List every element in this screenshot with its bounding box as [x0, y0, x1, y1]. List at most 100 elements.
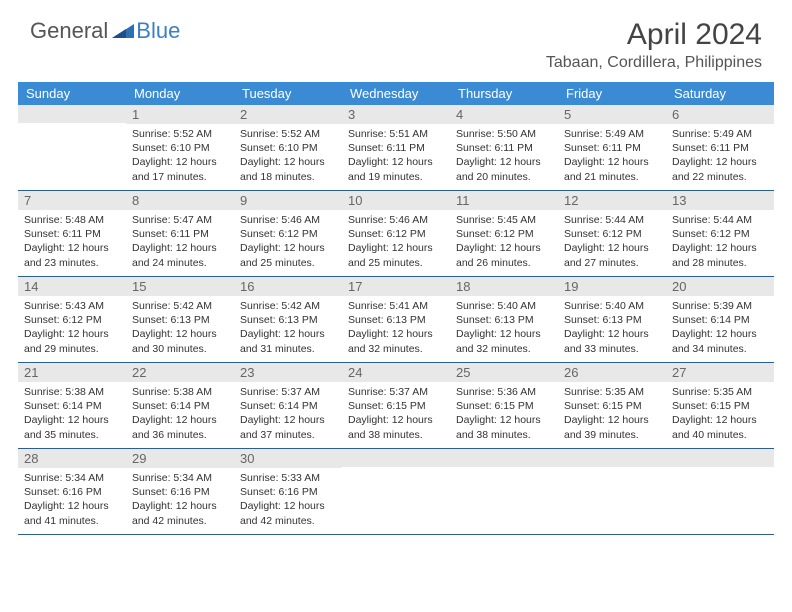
day-header: Thursday [450, 82, 558, 105]
day-number: 11 [450, 191, 558, 210]
day-sunset: Sunset: 6:15 PM [564, 399, 660, 413]
day-daylight2: and 17 minutes. [132, 170, 228, 184]
day-sunrise: Sunrise: 5:46 AM [348, 213, 444, 227]
calendar-cell [666, 449, 774, 535]
day-number: 24 [342, 363, 450, 382]
day-number: 30 [234, 449, 342, 468]
day-daylight1: Daylight: 12 hours [672, 327, 768, 341]
day-sunset: Sunset: 6:13 PM [564, 313, 660, 327]
day-number: 21 [18, 363, 126, 382]
day-sunset: Sunset: 6:11 PM [564, 141, 660, 155]
day-number [450, 449, 558, 467]
day-details: Sunrise: 5:43 AMSunset: 6:12 PMDaylight:… [18, 296, 126, 360]
day-details: Sunrise: 5:34 AMSunset: 6:16 PMDaylight:… [126, 468, 234, 532]
day-daylight2: and 25 minutes. [348, 256, 444, 270]
day-details: Sunrise: 5:52 AMSunset: 6:10 PMDaylight:… [234, 124, 342, 188]
day-sunset: Sunset: 6:10 PM [132, 141, 228, 155]
day-daylight1: Daylight: 12 hours [132, 327, 228, 341]
day-sunrise: Sunrise: 5:48 AM [24, 213, 120, 227]
day-number: 18 [450, 277, 558, 296]
day-sunrise: Sunrise: 5:33 AM [240, 471, 336, 485]
day-header: Saturday [666, 82, 774, 105]
day-daylight1: Daylight: 12 hours [24, 241, 120, 255]
logo-text-blue: Blue [136, 18, 180, 44]
day-sunset: Sunset: 6:11 PM [132, 227, 228, 241]
day-daylight1: Daylight: 12 hours [672, 413, 768, 427]
day-sunrise: Sunrise: 5:36 AM [456, 385, 552, 399]
calendar-cell: 3Sunrise: 5:51 AMSunset: 6:11 PMDaylight… [342, 105, 450, 191]
day-sunset: Sunset: 6:14 PM [132, 399, 228, 413]
calendar-cell: 16Sunrise: 5:42 AMSunset: 6:13 PMDayligh… [234, 277, 342, 363]
day-daylight1: Daylight: 12 hours [456, 241, 552, 255]
day-number: 4 [450, 105, 558, 124]
day-daylight1: Daylight: 12 hours [24, 327, 120, 341]
day-daylight1: Daylight: 12 hours [564, 413, 660, 427]
day-details: Sunrise: 5:50 AMSunset: 6:11 PMDaylight:… [450, 124, 558, 188]
calendar-cell: 11Sunrise: 5:45 AMSunset: 6:12 PMDayligh… [450, 191, 558, 277]
day-details: Sunrise: 5:37 AMSunset: 6:15 PMDaylight:… [342, 382, 450, 446]
day-number: 2 [234, 105, 342, 124]
day-daylight1: Daylight: 12 hours [348, 241, 444, 255]
calendar-cell: 27Sunrise: 5:35 AMSunset: 6:15 PMDayligh… [666, 363, 774, 449]
day-sunset: Sunset: 6:13 PM [348, 313, 444, 327]
day-details: Sunrise: 5:39 AMSunset: 6:14 PMDaylight:… [666, 296, 774, 360]
day-sunrise: Sunrise: 5:38 AM [132, 385, 228, 399]
calendar-cell: 29Sunrise: 5:34 AMSunset: 6:16 PMDayligh… [126, 449, 234, 535]
day-daylight2: and 39 minutes. [564, 428, 660, 442]
day-daylight2: and 33 minutes. [564, 342, 660, 356]
calendar-cell: 7Sunrise: 5:48 AMSunset: 6:11 PMDaylight… [18, 191, 126, 277]
day-number: 9 [234, 191, 342, 210]
day-sunrise: Sunrise: 5:42 AM [132, 299, 228, 313]
logo-text-general: General [30, 18, 108, 44]
calendar-cell: 14Sunrise: 5:43 AMSunset: 6:12 PMDayligh… [18, 277, 126, 363]
day-daylight2: and 32 minutes. [348, 342, 444, 356]
day-daylight2: and 28 minutes. [672, 256, 768, 270]
day-number: 10 [342, 191, 450, 210]
day-sunrise: Sunrise: 5:47 AM [132, 213, 228, 227]
calendar-cell: 19Sunrise: 5:40 AMSunset: 6:13 PMDayligh… [558, 277, 666, 363]
calendar-cell: 5Sunrise: 5:49 AMSunset: 6:11 PMDaylight… [558, 105, 666, 191]
day-number: 15 [126, 277, 234, 296]
day-details: Sunrise: 5:47 AMSunset: 6:11 PMDaylight:… [126, 210, 234, 274]
day-sunrise: Sunrise: 5:49 AM [672, 127, 768, 141]
calendar-cell: 23Sunrise: 5:37 AMSunset: 6:14 PMDayligh… [234, 363, 342, 449]
day-sunrise: Sunrise: 5:51 AM [348, 127, 444, 141]
day-daylight1: Daylight: 12 hours [24, 499, 120, 513]
day-daylight2: and 35 minutes. [24, 428, 120, 442]
calendar-cell: 2Sunrise: 5:52 AMSunset: 6:10 PMDaylight… [234, 105, 342, 191]
day-details: Sunrise: 5:52 AMSunset: 6:10 PMDaylight:… [126, 124, 234, 188]
day-sunrise: Sunrise: 5:46 AM [240, 213, 336, 227]
day-sunset: Sunset: 6:11 PM [24, 227, 120, 241]
month-title: April 2024 [546, 18, 762, 52]
calendar-cell: 13Sunrise: 5:44 AMSunset: 6:12 PMDayligh… [666, 191, 774, 277]
day-daylight2: and 40 minutes. [672, 428, 768, 442]
calendar-cell: 17Sunrise: 5:41 AMSunset: 6:13 PMDayligh… [342, 277, 450, 363]
day-daylight2: and 42 minutes. [240, 514, 336, 528]
day-daylight2: and 19 minutes. [348, 170, 444, 184]
day-details: Sunrise: 5:37 AMSunset: 6:14 PMDaylight:… [234, 382, 342, 446]
day-sunset: Sunset: 6:14 PM [240, 399, 336, 413]
calendar-cell: 22Sunrise: 5:38 AMSunset: 6:14 PMDayligh… [126, 363, 234, 449]
day-daylight1: Daylight: 12 hours [348, 413, 444, 427]
day-number: 1 [126, 105, 234, 124]
day-number: 5 [558, 105, 666, 124]
day-number: 20 [666, 277, 774, 296]
day-daylight2: and 38 minutes. [348, 428, 444, 442]
day-details: Sunrise: 5:34 AMSunset: 6:16 PMDaylight:… [18, 468, 126, 532]
day-daylight1: Daylight: 12 hours [132, 413, 228, 427]
day-header: Sunday [18, 82, 126, 105]
day-daylight2: and 23 minutes. [24, 256, 120, 270]
calendar-cell [450, 449, 558, 535]
day-sunset: Sunset: 6:15 PM [672, 399, 768, 413]
day-daylight1: Daylight: 12 hours [240, 327, 336, 341]
day-sunrise: Sunrise: 5:50 AM [456, 127, 552, 141]
day-daylight2: and 29 minutes. [24, 342, 120, 356]
day-daylight1: Daylight: 12 hours [240, 499, 336, 513]
day-daylight1: Daylight: 12 hours [672, 155, 768, 169]
day-daylight2: and 24 minutes. [132, 256, 228, 270]
day-details: Sunrise: 5:44 AMSunset: 6:12 PMDaylight:… [558, 210, 666, 274]
day-sunset: Sunset: 6:16 PM [240, 485, 336, 499]
day-number: 17 [342, 277, 450, 296]
calendar-cell: 10Sunrise: 5:46 AMSunset: 6:12 PMDayligh… [342, 191, 450, 277]
day-sunset: Sunset: 6:12 PM [240, 227, 336, 241]
